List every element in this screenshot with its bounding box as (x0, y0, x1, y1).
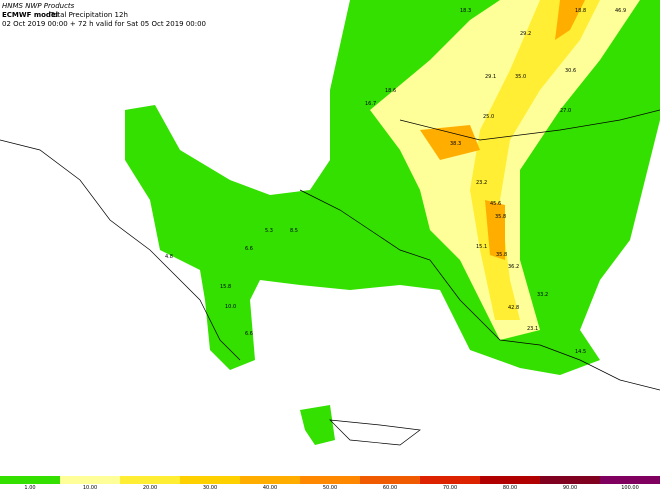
precip-label: 6.6 (245, 246, 253, 252)
precip-label: 29.1 (485, 74, 496, 80)
precip-label: 16.7 (365, 101, 376, 107)
precip-label: 6.6 (245, 331, 253, 337)
precip-label: 23.2 (476, 180, 487, 186)
colorbar-label: 40.00 (263, 485, 277, 490)
colorbar-label: 20.00 (143, 485, 157, 490)
colorbar: 1.00 10.00 20.00 30.00 40.00 50.00 60.00 70.00 8… (0, 476, 660, 491)
precip-field (125, 0, 660, 445)
precip-label: 8.5 (290, 228, 298, 234)
colorbar-label: 1.00 (24, 485, 35, 490)
valid-time: 02 Oct 2019 00:00 + 72 h valid for Sat 0… (2, 20, 206, 28)
colorbar-label: 50.00 (323, 485, 337, 490)
precip-label: 23.1 (527, 326, 538, 332)
coastlines (0, 109, 660, 446)
precip-label: 35.0 (515, 74, 526, 80)
precip-label: 10.0 (225, 304, 236, 310)
product: HNMS NWP Products (2, 2, 75, 10)
colorbar-segment (540, 476, 600, 484)
precip-label: 33.2 (537, 292, 548, 298)
precip-label: 18.3 (460, 8, 471, 14)
precip-label: 18.6 (385, 88, 396, 94)
colorbar-label: 100.00 (621, 485, 639, 490)
precip-label: 15.8 (220, 284, 231, 290)
precip-label: 42.8 (508, 305, 519, 311)
precip-label: 15.1 (476, 244, 487, 250)
precip-label: 38.3 (450, 141, 461, 147)
colorbar-segment (0, 476, 60, 484)
colorbar-label: 90.00 (563, 485, 577, 490)
colorbar-segment (420, 476, 480, 484)
colorbar-segment (300, 476, 360, 484)
precip-label: 25.0 (483, 114, 494, 120)
precip-label: 35.8 (495, 214, 506, 220)
colorbar-label: 30.00 (203, 485, 217, 490)
colorbar-label: 70.00 (443, 485, 457, 490)
colorbar-segment (60, 476, 120, 484)
map-labels: 18.3 18.8 46.9 29.2 29.1 35.0 30.6 27.0 18.6 16.7… (165, 8, 626, 355)
field: Total Precipitation 12h (49, 11, 128, 19)
precip-label: 27.0 (560, 108, 571, 114)
precip-label: 18.8 (575, 8, 586, 14)
colorbar-segment (360, 476, 420, 484)
precip-label: 45.6 (490, 201, 501, 207)
colorbar-segment (480, 476, 540, 484)
model: ECMWF model (2, 11, 58, 19)
precip-label: 4.8 (165, 254, 173, 260)
precip-label: 30.6 (565, 68, 576, 74)
colorbar-segment (180, 476, 240, 484)
precip-label: 29.2 (520, 31, 531, 37)
precip-label: 14.5 (575, 349, 586, 355)
colorbar-label: 80.00 (503, 485, 517, 490)
precip-label: 36.2 (508, 264, 519, 270)
precip-label: 35.8 (496, 252, 507, 258)
precip-label: 5.3 (265, 228, 273, 234)
precip-label: 46.9 (615, 8, 626, 14)
colorbar-label: 60.00 (383, 485, 397, 490)
colorbar-segment (120, 476, 180, 484)
colorbar-label: 10.00 (83, 485, 97, 490)
colorbar-segment (240, 476, 300, 484)
colorbar-segment (600, 476, 660, 484)
